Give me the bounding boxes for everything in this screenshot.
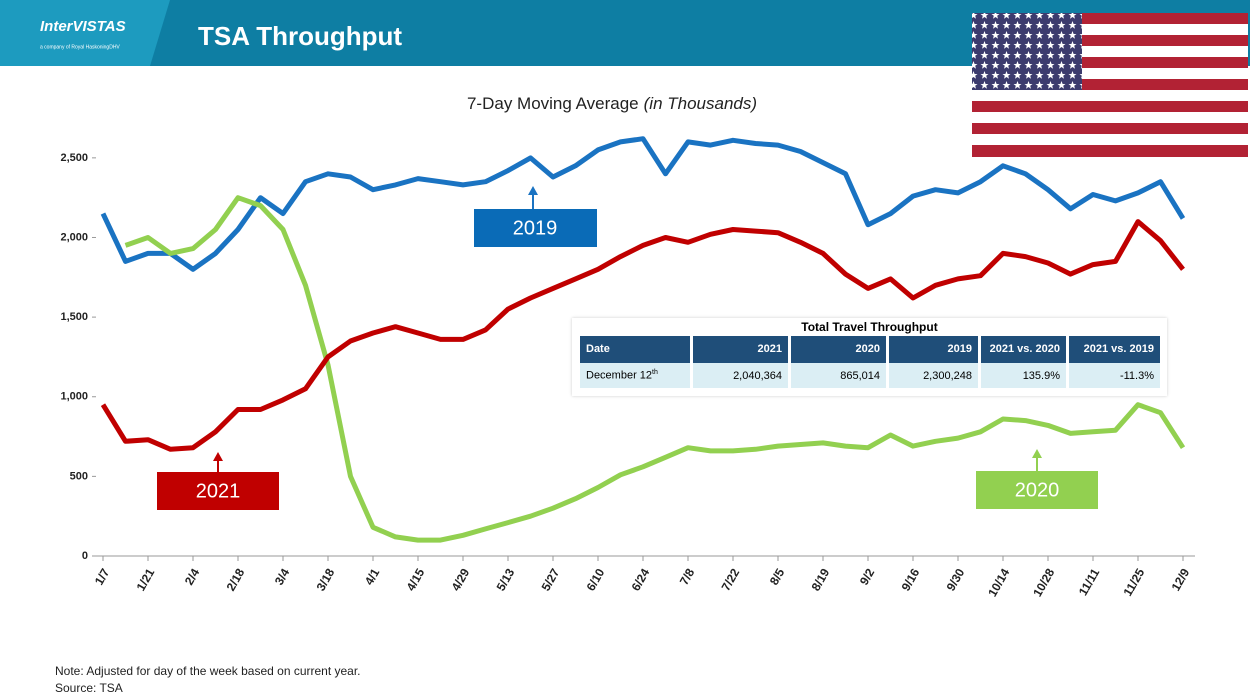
- logo-panel: [0, 0, 170, 66]
- label-box-2019: [474, 209, 597, 247]
- th: 2021 vs. 2020: [981, 336, 1066, 363]
- title-main: 7-Day Moving Average: [467, 94, 639, 113]
- x-tick-label: 10/28: [1030, 566, 1057, 599]
- source: Source: TSA: [55, 681, 123, 695]
- y-tick-label: 1,500: [60, 311, 88, 323]
- table: Date 2021 2020 2019 2021 vs. 2020 2021 v…: [577, 336, 1163, 388]
- series-line: [124, 195, 1186, 543]
- td: -11.3%: [1069, 363, 1160, 388]
- label-box-2021: [157, 472, 279, 510]
- series-line: [100, 219, 1185, 452]
- table-title: Total Travel Throughput: [801, 320, 938, 334]
- x-tick-label: 1/21: [134, 566, 158, 594]
- x-tick-label: 8/5: [767, 566, 788, 588]
- header-title: TSA Throughput: [198, 21, 402, 51]
- note: Note: Adjusted for day of the week based…: [55, 664, 361, 678]
- series-label: 2019: [513, 217, 558, 239]
- x-tick-label: 9/16: [899, 566, 923, 594]
- y-tick-label: 1,000: [60, 391, 88, 403]
- td: 2,040,364: [693, 363, 788, 388]
- logo-tagline: a company of Royal HaskoningDHV: [40, 44, 120, 50]
- th: 2021: [693, 336, 788, 363]
- x-tick-label: 5/27: [539, 566, 563, 594]
- x-tick-label: 7/8: [677, 566, 698, 588]
- x-tick-label: 1/7: [92, 566, 113, 588]
- x-tick-label: 5/13: [494, 566, 518, 594]
- series-label: 2021: [196, 480, 241, 502]
- x-tick-label: 9/30: [944, 566, 968, 594]
- us-flag: [972, 13, 1248, 157]
- x-tick-label: 6/10: [584, 566, 608, 594]
- summary-table: Total Travel Throughput Date 2021 2020 2…: [572, 318, 1167, 396]
- annotations: 2019 2021 2020: [157, 186, 1098, 510]
- chart-title: 7-Day Moving Average (in Thousands): [467, 94, 757, 113]
- x-tick-label: 2/18: [224, 566, 248, 594]
- series-label: 2020: [1015, 479, 1060, 501]
- th: Date: [580, 336, 690, 363]
- td: 135.9%: [981, 363, 1066, 388]
- x-tick-label: 12/9: [1169, 566, 1193, 594]
- label-box-2020: [976, 471, 1098, 509]
- x-tick-label: 3/18: [314, 566, 338, 594]
- x-tick-label: 6/24: [629, 566, 653, 594]
- x-tick-label: 3/4: [272, 566, 293, 588]
- date: December 12: [586, 369, 653, 382]
- x-tick-label: 7/22: [719, 566, 743, 594]
- x-tick-label: 11/25: [1121, 566, 1148, 599]
- x-tick-label: 4/15: [404, 566, 428, 594]
- y-tick-label: 500: [70, 470, 88, 482]
- series-line: [100, 136, 1186, 272]
- logo: InterVISTAS: [40, 18, 126, 35]
- x-tick-label: 11/11: [1076, 566, 1103, 598]
- th: 2019: [889, 336, 978, 363]
- x-tick-label: 9/2: [857, 566, 878, 588]
- x-tick-label: 2/4: [182, 566, 203, 588]
- y-tick-label: 2,500: [60, 152, 88, 164]
- y-tick-label: 0: [82, 550, 88, 562]
- td: 865,014: [791, 363, 886, 388]
- th: 2020: [791, 336, 886, 363]
- y-tick-label: 2,000: [60, 231, 88, 243]
- td: December 12th: [580, 363, 690, 388]
- x-tick-label: 4/29: [449, 566, 473, 594]
- th: 2021 vs. 2019: [1069, 336, 1160, 363]
- x-tick-label: 8/19: [809, 566, 833, 594]
- td: 2,300,248: [889, 363, 978, 388]
- date-suffix: th: [652, 369, 658, 377]
- x-tick-label: 10/14: [985, 566, 1012, 599]
- x-tick-label: 4/1: [362, 566, 383, 588]
- title-emphasis: (in Thousands): [644, 94, 757, 113]
